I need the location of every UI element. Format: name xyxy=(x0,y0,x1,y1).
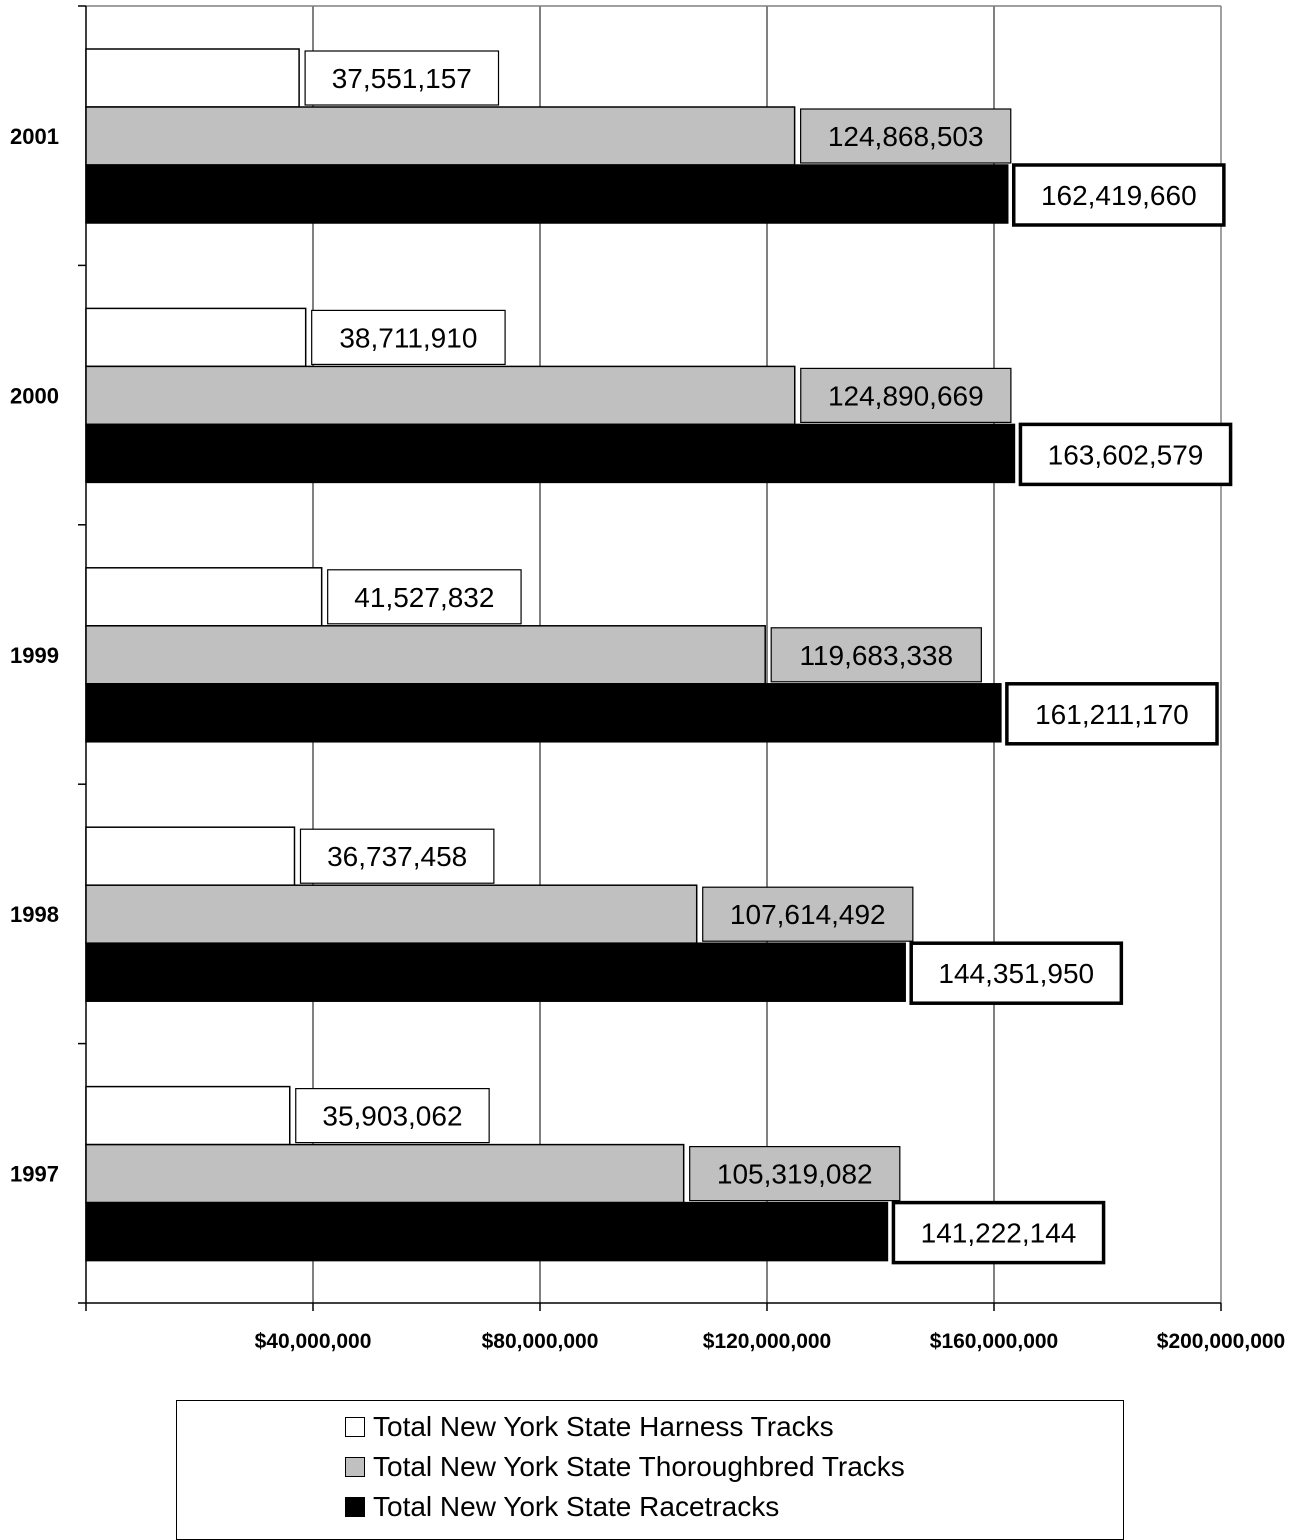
data-label: 119,683,338 xyxy=(799,640,953,671)
data-label-box xyxy=(1018,422,1233,487)
bar xyxy=(85,1085,291,1146)
data-label-box xyxy=(909,941,1124,1005)
data-label: 38,711,910 xyxy=(339,322,477,353)
category-label: 1998 xyxy=(10,902,59,927)
data-label: 37,551,157 xyxy=(332,63,472,94)
data-label-box xyxy=(295,1087,490,1144)
data-label: 36,737,458 xyxy=(327,841,467,872)
category-label: 1999 xyxy=(10,643,59,668)
data-label-box xyxy=(800,108,1012,164)
legend-label: Total New York State Thoroughbred Tracks xyxy=(373,1451,905,1482)
bar xyxy=(85,1201,889,1262)
data-label-box xyxy=(689,1145,901,1202)
bar xyxy=(85,884,698,944)
x-tick-label: $160,000,000 xyxy=(930,1330,1058,1353)
bar xyxy=(85,423,1016,484)
bar xyxy=(85,106,796,166)
data-label-box xyxy=(304,50,500,106)
bar xyxy=(85,164,1009,224)
bar xyxy=(85,48,300,108)
bar xyxy=(85,567,323,627)
legend-label: Total New York State Racetracks xyxy=(373,1491,780,1522)
data-label: 144,351,950 xyxy=(938,958,1094,989)
data-label-box xyxy=(327,569,522,625)
data-label: 124,868,503 xyxy=(828,121,984,152)
data-label-box xyxy=(891,1200,1106,1265)
data-label: 35,903,062 xyxy=(322,1101,462,1132)
chart-legend: Total New York State Harness Tracks Total… xyxy=(176,1400,1124,1540)
data-label: 107,614,492 xyxy=(730,899,886,930)
data-label: 41,527,832 xyxy=(354,582,494,613)
category-label: 1997 xyxy=(10,1162,59,1187)
x-tick-label: $80,000,000 xyxy=(482,1330,599,1353)
category-label: 2001 xyxy=(10,124,59,149)
legend-label: Total New York State Harness Tracks xyxy=(373,1411,834,1442)
legend-swatch xyxy=(345,1497,365,1517)
bar xyxy=(85,826,296,886)
data-label: 124,890,669 xyxy=(828,380,984,411)
legend-item: Total New York State Thoroughbred Tracks xyxy=(345,1449,905,1485)
bar xyxy=(85,625,766,685)
data-label-box xyxy=(800,367,1012,423)
data-label-box xyxy=(1005,682,1219,746)
x-tick-label: $40,000,000 xyxy=(255,1330,372,1353)
legend-item: Total New York State Racetracks xyxy=(345,1489,779,1525)
x-tick-label: $200,000,000 xyxy=(1157,1330,1285,1353)
data-label-box xyxy=(702,886,914,942)
data-label: 141,222,144 xyxy=(921,1218,1077,1249)
data-label-box xyxy=(1011,163,1226,227)
bar-chart: $40,000,000 $80,000,000 $120,000,000 $160,0… xyxy=(10,5,1285,1353)
bar xyxy=(85,942,906,1002)
data-label-box xyxy=(770,627,982,683)
legend-swatch xyxy=(345,1417,365,1437)
data-label-box xyxy=(311,309,506,365)
legend-item: Total New York State Harness Tracks xyxy=(345,1409,834,1445)
category-label: 2000 xyxy=(10,383,59,408)
bar xyxy=(85,365,796,426)
data-label: 163,602,579 xyxy=(1048,439,1204,470)
bar xyxy=(85,1143,685,1204)
data-label-box xyxy=(299,828,495,884)
bar xyxy=(85,307,307,368)
data-label: 105,319,082 xyxy=(717,1159,873,1190)
legend-swatch xyxy=(345,1457,365,1477)
data-label: 162,419,660 xyxy=(1041,180,1197,211)
bar xyxy=(85,683,1002,743)
data-label: 161,211,170 xyxy=(1035,699,1189,730)
x-tick-label: $120,000,000 xyxy=(703,1330,831,1353)
